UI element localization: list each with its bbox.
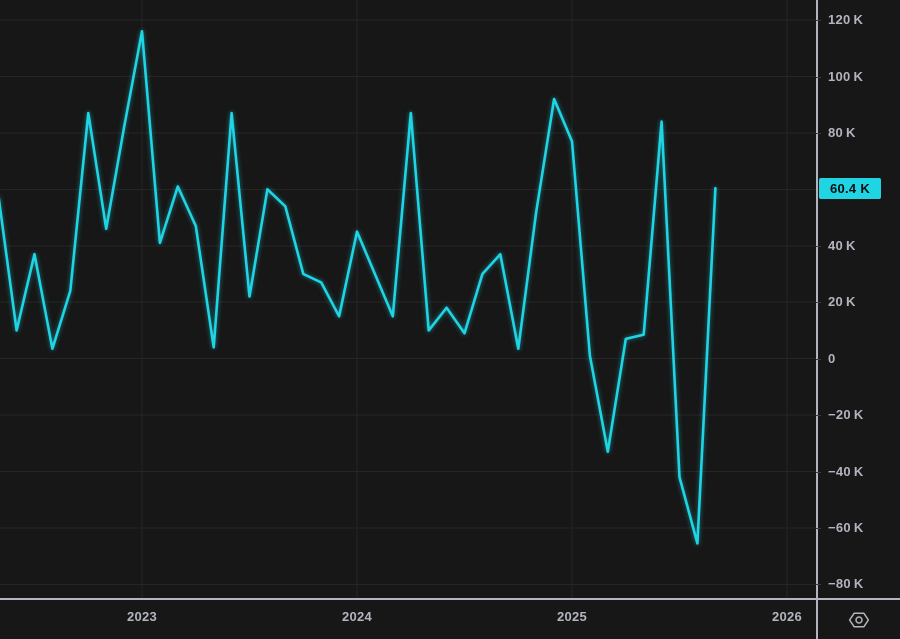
time-axis-label: 2024 <box>341 609 373 624</box>
price-axis-tick <box>816 527 821 529</box>
price-axis-label: 80 K <box>828 124 856 140</box>
time-axis-label: 2025 <box>556 609 588 624</box>
price-axis-tick <box>816 358 821 360</box>
price-axis-separator-line <box>816 0 818 639</box>
time-axis[interactable]: 2023 2024 2025 2026 <box>0 600 816 639</box>
price-axis-tick <box>816 20 821 21</box>
last-value-badge: 60.4 K <box>819 177 881 199</box>
price-axis-tick <box>816 415 821 416</box>
price-axis-tick <box>816 76 821 78</box>
price-axis-tick <box>816 245 821 247</box>
chart-plot-area[interactable] <box>0 0 816 599</box>
price-axis-tick <box>816 584 821 586</box>
price-scale-settings-button[interactable] <box>843 608 875 632</box>
price-axis-label: 100 K <box>828 68 864 84</box>
time-axis-label: 2023 <box>126 609 158 624</box>
hexagon-gear-icon <box>848 611 870 628</box>
price-axis-tick <box>816 132 821 134</box>
price-axis-label: 120 K <box>828 12 864 27</box>
axis-corner-cell <box>818 600 900 639</box>
price-axis-label: 40 K <box>828 237 856 253</box>
price-axis-label: −60 K <box>828 519 864 535</box>
price-axis-label: −80 K <box>828 576 864 592</box>
chart-svg <box>0 0 816 599</box>
price-axis-label: 0 <box>828 350 836 366</box>
price-axis-label: −20 K <box>828 407 864 422</box>
time-axis-label: 2026 <box>771 609 803 624</box>
data-series-line <box>0 29 717 545</box>
price-axis-label: 20 K <box>828 294 856 310</box>
price-axis-label: −40 K <box>828 463 864 479</box>
price-axis[interactable]: 120 K 100 K 80 K 40 K 20 K 0 −20 K −40 K −60 K −8… <box>816 0 900 599</box>
price-axis-tick <box>816 471 821 473</box>
price-axis-tick <box>816 302 821 304</box>
time-axis-separator-line <box>0 598 900 600</box>
